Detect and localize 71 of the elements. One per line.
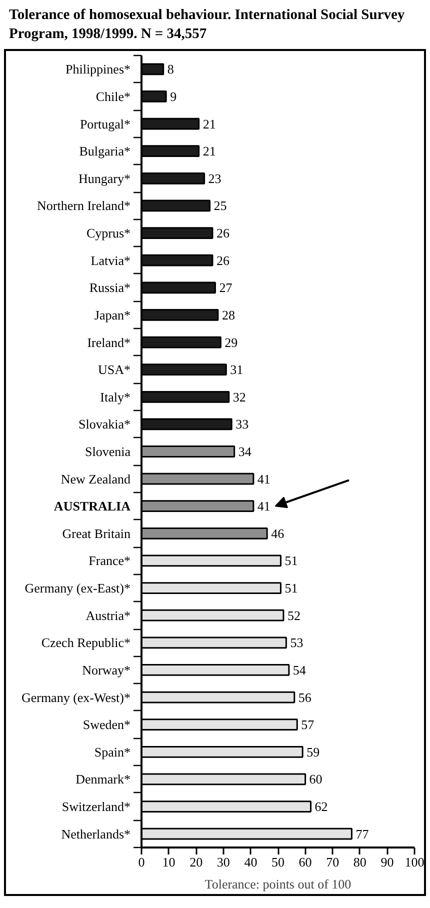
- data-label: 27: [219, 280, 233, 296]
- y-tick-label: Latvia*: [90, 252, 131, 268]
- data-label: 62: [314, 799, 328, 814]
- y-tick-label: Slovakia*: [78, 416, 131, 432]
- y-tick-label: Chile*: [96, 88, 131, 104]
- x-tick-label: 100: [404, 854, 424, 870]
- data-label: 21: [202, 116, 216, 132]
- y-tick-label: Switzerland*: [62, 799, 130, 814]
- y-tick-label: France*: [88, 553, 131, 568]
- y-tick-label: Great Britain: [62, 526, 131, 541]
- data-label: 28: [222, 307, 235, 322]
- y-tick-label: USA*: [98, 362, 131, 378]
- y-tick-label: Cyprus*: [86, 226, 131, 241]
- y-tick-label: Denmark*: [76, 772, 131, 787]
- data-label: 54: [292, 662, 306, 678]
- data-label: 21: [202, 144, 216, 159]
- x-tick-label: 0: [138, 854, 145, 870]
- y-tick-label: Northern Ireland*: [37, 198, 131, 214]
- data-label: 41: [257, 498, 270, 514]
- y-tick-label: Russia*: [89, 280, 130, 296]
- y-tick-label: Sweden*: [82, 717, 131, 732]
- data-label: 56: [298, 690, 312, 705]
- y-tick-label: Italy*: [100, 389, 131, 404]
- x-tick-label: 30: [216, 854, 230, 870]
- y-tick-label: Norway*: [82, 662, 131, 678]
- y-tick-label: Netherlands*: [61, 826, 130, 842]
- y-tick-label: Hungary*: [78, 170, 131, 186]
- data-label: 26: [216, 226, 230, 241]
- data-label: 53: [290, 635, 304, 650]
- data-label: 46: [271, 526, 285, 541]
- y-tick-label: Bulgaria*: [79, 144, 130, 159]
- data-label: 33: [236, 416, 249, 432]
- y-tick-label: AUSTRALIA: [54, 498, 132, 514]
- x-tick-label: 50: [272, 854, 284, 870]
- y-tick-label: Japan*: [94, 307, 131, 322]
- data-label: 60: [309, 772, 322, 787]
- data-label: 41: [257, 471, 270, 486]
- x-tick-label: 20: [190, 854, 203, 870]
- y-tick-label: Spain*: [94, 744, 131, 760]
- data-label: 51: [284, 580, 298, 596]
- x-axis-title: Tolerance: points out of 100: [204, 876, 352, 892]
- data-label: 29: [224, 334, 238, 350]
- y-tick-label: Philippines*: [65, 62, 131, 77]
- y-tick-label: Czech Republic*: [41, 635, 131, 650]
- data-label: 8: [167, 62, 174, 77]
- y-tick-label: New Zealand: [60, 471, 131, 486]
- x-tick-label: 40: [244, 854, 258, 870]
- data-label: 23: [208, 170, 222, 186]
- data-label: 9: [170, 88, 177, 104]
- x-tick-label: 80: [353, 854, 366, 870]
- y-tick-label: Germany (ex-East)*: [24, 580, 131, 596]
- data-label: 57: [301, 717, 315, 732]
- data-label: 32: [232, 389, 246, 404]
- data-label: 26: [216, 252, 230, 268]
- x-tick-label: 90: [380, 854, 394, 870]
- data-label: 25: [214, 198, 227, 214]
- y-tick-label: Germany (ex-West)*: [21, 690, 130, 705]
- y-tick-label: Austria*: [86, 608, 131, 623]
- data-label: 31: [230, 362, 244, 378]
- chart-title: Tolerance of homosexual behaviour. International Social Survey Program, 1998/1999. N = 34,557: [9, 6, 406, 44]
- data-label: 52: [287, 608, 300, 623]
- y-tick-label: Ireland*: [87, 334, 130, 350]
- y-tick-label: Portugal*: [80, 116, 131, 132]
- y-tick-label: Slovenia: [85, 444, 131, 459]
- data-label: 51: [284, 553, 298, 568]
- x-tick-label: 60: [298, 854, 312, 870]
- x-tick-label: 10: [162, 854, 176, 870]
- data-label: 34: [238, 444, 252, 459]
- data-label: 77: [356, 826, 370, 842]
- data-label: 59: [306, 744, 320, 760]
- x-tick-label: 70: [326, 854, 340, 870]
